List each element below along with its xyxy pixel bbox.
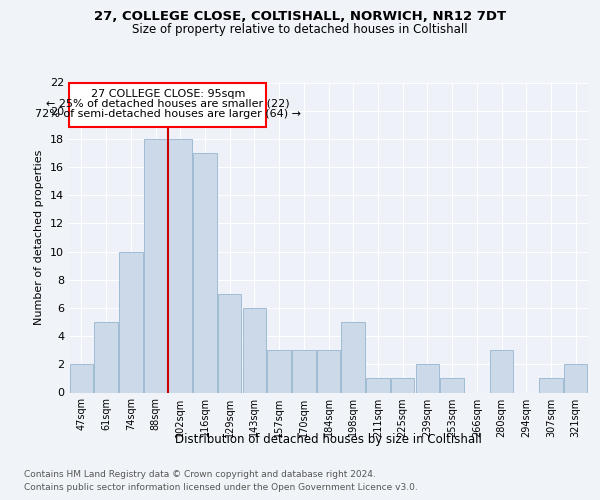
Text: Contains HM Land Registry data © Crown copyright and database right 2024.: Contains HM Land Registry data © Crown c… [24, 470, 376, 479]
Bar [218, 294, 241, 392]
Bar [539, 378, 563, 392]
Text: Distribution of detached houses by size in Coltishall: Distribution of detached houses by size … [175, 432, 482, 446]
Bar [70, 364, 93, 392]
Bar [242, 308, 266, 392]
Bar [366, 378, 389, 392]
Bar [268, 350, 291, 393]
Bar [391, 378, 415, 392]
FancyBboxPatch shape [70, 82, 266, 127]
Bar [341, 322, 365, 392]
Text: 72% of semi-detached houses are larger (64) →: 72% of semi-detached houses are larger (… [35, 108, 301, 118]
Bar [440, 378, 464, 392]
Text: 27 COLLEGE CLOSE: 95sqm: 27 COLLEGE CLOSE: 95sqm [91, 89, 245, 99]
Bar [193, 153, 217, 392]
Bar [564, 364, 587, 392]
Bar [119, 252, 143, 392]
Text: ← 25% of detached houses are smaller (22): ← 25% of detached houses are smaller (22… [46, 98, 290, 108]
Bar [144, 139, 167, 392]
Bar [292, 350, 316, 393]
Bar [416, 364, 439, 392]
Bar [169, 139, 192, 392]
Text: Size of property relative to detached houses in Coltishall: Size of property relative to detached ho… [132, 22, 468, 36]
Bar [317, 350, 340, 393]
Text: Contains public sector information licensed under the Open Government Licence v3: Contains public sector information licen… [24, 482, 418, 492]
Bar [94, 322, 118, 392]
Bar [490, 350, 513, 393]
Text: 27, COLLEGE CLOSE, COLTISHALL, NORWICH, NR12 7DT: 27, COLLEGE CLOSE, COLTISHALL, NORWICH, … [94, 10, 506, 23]
Y-axis label: Number of detached properties: Number of detached properties [34, 150, 44, 325]
